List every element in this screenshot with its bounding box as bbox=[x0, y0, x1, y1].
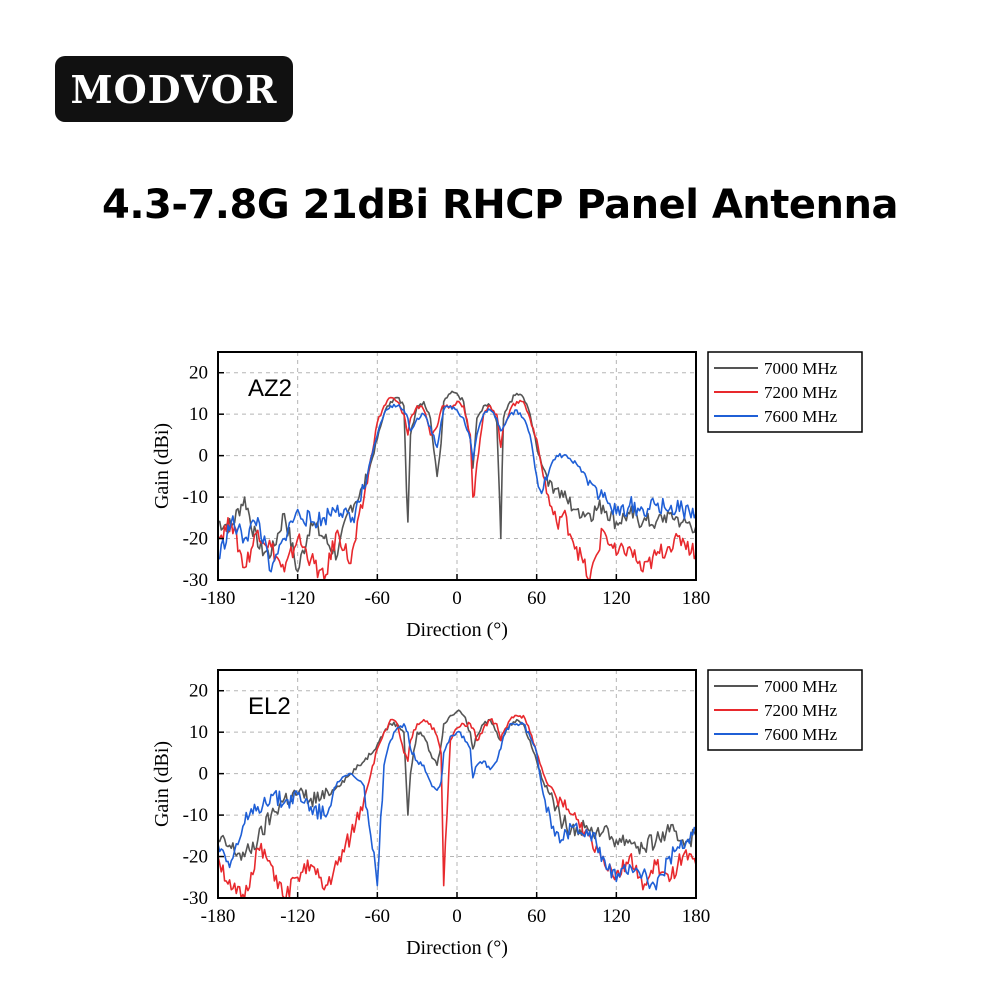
brand-logo: MODVOR bbox=[55, 56, 293, 122]
y-tick-label: -30 bbox=[183, 570, 208, 591]
y-tick-label: -20 bbox=[183, 529, 208, 550]
x-axis-label: Direction (°) bbox=[406, 937, 508, 959]
legend-entry: 7000 MHz bbox=[764, 677, 838, 696]
legend-entry: 7600 MHz bbox=[764, 407, 838, 426]
series-line-7000-mhz bbox=[218, 390, 696, 573]
x-tick-label: 0 bbox=[452, 588, 462, 609]
y-tick-label: 10 bbox=[189, 722, 208, 743]
y-tick-label: 0 bbox=[199, 446, 209, 467]
legend: 7000 MHz 7200 MHz 7600 MHz bbox=[707, 669, 863, 751]
series-group bbox=[218, 390, 696, 580]
x-tick-label: -120 bbox=[280, 906, 315, 927]
x-axis-label: Direction (°) bbox=[406, 619, 508, 641]
legend-entry: 7200 MHz bbox=[764, 701, 838, 720]
x-tick-label: -180 bbox=[201, 588, 236, 609]
x-tick-label: 0 bbox=[452, 906, 462, 927]
x-tick-label: 120 bbox=[602, 906, 631, 927]
legend-entry: 7600 MHz bbox=[764, 725, 838, 744]
y-tick-label: -30 bbox=[183, 888, 208, 909]
el2-pattern-chart: -180 -120 -60 0 60 120 180 20 10 0 -10 -20 -30 Direct… bbox=[151, 669, 863, 959]
y-tick-label: 0 bbox=[199, 764, 209, 785]
y-tick-label: 20 bbox=[189, 363, 208, 384]
series-line-7200-mhz bbox=[218, 396, 696, 580]
x-tick-label: -120 bbox=[280, 588, 315, 609]
x-tick-label: 120 bbox=[602, 588, 631, 609]
series-line-7600-mhz bbox=[218, 403, 696, 573]
x-tick-label: -60 bbox=[365, 588, 390, 609]
y-axis-label: Gain (dBi) bbox=[151, 423, 173, 509]
x-tick-label: -180 bbox=[201, 906, 236, 927]
legend-entry: 7200 MHz bbox=[764, 383, 838, 402]
x-tick-label: 60 bbox=[527, 906, 546, 927]
y-tick-label: -10 bbox=[183, 805, 208, 826]
y-tick-label: 20 bbox=[189, 681, 208, 702]
series-line-7600-mhz bbox=[218, 721, 696, 891]
y-tick-label: -20 bbox=[183, 847, 208, 868]
az2-pattern-chart: -180 -120 -60 0 60 120 180 20 10 0 -10 -20 -30 Direct… bbox=[151, 351, 863, 641]
legend-entry: 7000 MHz bbox=[764, 359, 838, 378]
series-group bbox=[218, 709, 696, 898]
x-tick-label: 180 bbox=[682, 906, 711, 927]
x-tick-label: 60 bbox=[527, 588, 546, 609]
y-tick-label: -10 bbox=[183, 487, 208, 508]
page-title: 4.3-7.8G 21dBi RHCP Panel Antenna bbox=[102, 182, 898, 228]
panel-label: EL2 bbox=[248, 693, 291, 720]
brand-logo-text: MODVOR bbox=[70, 66, 278, 112]
y-tick-label: 10 bbox=[189, 404, 208, 425]
y-axis-label: Gain (dBi) bbox=[151, 741, 173, 827]
x-tick-label: -60 bbox=[365, 906, 390, 927]
panel-label: AZ2 bbox=[248, 375, 292, 402]
legend: 7000 MHz 7200 MHz 7600 MHz bbox=[707, 351, 863, 433]
x-tick-label: 180 bbox=[682, 588, 711, 609]
